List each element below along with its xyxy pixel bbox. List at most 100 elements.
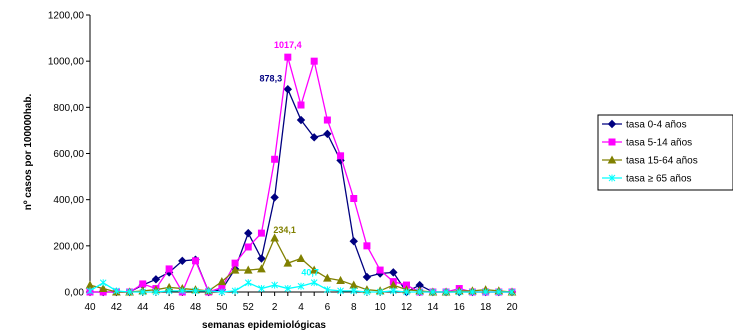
data-label: 234,1: [273, 225, 296, 235]
data-point: [350, 195, 358, 203]
data-label: 878,3: [260, 73, 283, 83]
data-point: [178, 287, 186, 295]
data-point: [310, 57, 318, 65]
legend-marker: [608, 138, 616, 146]
x-tick-label: 44: [137, 302, 149, 313]
y-tick-label: 800,00: [53, 103, 84, 114]
x-tick-label: 2: [272, 302, 278, 313]
data-point: [323, 273, 332, 282]
data-point: [309, 133, 319, 142]
data-point: [283, 85, 293, 94]
data-point: [231, 259, 239, 267]
data-point: [126, 288, 133, 296]
x-tick-label: 40: [84, 302, 96, 313]
x-tick-label: 52: [243, 302, 255, 313]
data-point: [309, 265, 319, 274]
data-point: [151, 275, 161, 284]
data-point: [230, 265, 240, 274]
y-axis: 0,00 200,00 400,00 600,00 800,00 1000,00 1200,…: [48, 11, 91, 299]
data-point: [192, 287, 199, 295]
data-point: [508, 288, 516, 296]
x-axis-title: semanas epidemiológicas: [202, 320, 326, 331]
data-point: [257, 264, 266, 273]
x-tick-label: 50: [216, 302, 228, 313]
x-tick-label: 12: [401, 302, 413, 313]
data-point: [350, 287, 358, 295]
y-tick-label: 1000,00: [48, 57, 85, 68]
data-point: [455, 288, 463, 296]
data-point: [243, 265, 253, 274]
data-point: [363, 288, 371, 296]
data-point: [258, 285, 265, 293]
data-point: [178, 256, 187, 266]
x-tick-label: 16: [454, 302, 466, 313]
data-point: [323, 129, 332, 139]
data-point: [257, 254, 266, 263]
data-point: [389, 287, 397, 295]
data-point: [297, 282, 305, 290]
data-point: [85, 280, 95, 289]
x-tick-label: 6: [325, 302, 331, 313]
legend-item: tasa ≥ 65 años: [602, 174, 692, 185]
legend-item: tasa 5-14 años: [602, 138, 692, 149]
data-point: [271, 281, 278, 289]
x-tick-label: 18: [480, 302, 492, 313]
data-point: [139, 288, 147, 296]
data-point: [98, 283, 108, 293]
data-point: [323, 116, 331, 124]
y-tick-label: 1200,00: [48, 11, 85, 22]
data-label: 1017,4: [274, 40, 302, 50]
y-tick-label: 0,00: [65, 288, 85, 299]
data-point: [218, 288, 226, 296]
data-point: [362, 272, 372, 282]
data-point: [469, 288, 476, 296]
data-point: [296, 253, 306, 263]
legend-item: tasa 0-4 años: [602, 120, 687, 131]
data-point: [363, 242, 371, 250]
legend-label: tasa 15-64 años: [626, 156, 698, 167]
data-point: [139, 280, 147, 288]
legend-item: tasa 15-64 años: [602, 155, 698, 167]
y-axis-title: nº casos por 100000hab.: [23, 94, 34, 211]
data-point: [337, 152, 345, 160]
data-point: [495, 288, 503, 296]
legend-marker: [608, 174, 616, 182]
data-point: [257, 229, 265, 237]
data-point: [99, 279, 107, 287]
data-point: [482, 288, 489, 296]
x-tick-label: 48: [190, 302, 202, 313]
y-tick-label: 600,00: [53, 149, 84, 160]
series-4: [86, 279, 516, 296]
x-tick-label: 4: [298, 302, 304, 313]
series-1: [85, 85, 517, 297]
data-annotations: 1017,4 878,3 234,1 40,7: [260, 40, 319, 277]
data-point: [349, 237, 358, 246]
x-axis: 40 42 44 46 48 50 52 2 4 6 8 10 12 14 16 18 20: [84, 291, 518, 313]
data-point: [284, 53, 292, 61]
data-point: [244, 228, 253, 238]
data-point: [284, 285, 292, 293]
data-point: [86, 287, 94, 295]
data-point: [244, 279, 252, 287]
x-tick-label: 46: [164, 302, 176, 313]
data-point: [113, 287, 120, 295]
x-tick-label: 42: [111, 302, 123, 313]
plot-series: [85, 53, 517, 297]
x-tick-label: 8: [351, 302, 357, 313]
data-point: [337, 287, 344, 295]
data-point: [152, 288, 160, 296]
legend-label: tasa 5-14 años: [626, 138, 692, 149]
x-tick-label: 14: [427, 302, 439, 313]
data-point: [283, 258, 293, 267]
data-point: [376, 288, 384, 296]
data-point: [442, 288, 450, 296]
x-tick-label: 20: [506, 302, 518, 313]
x-tick-label: 10: [375, 302, 387, 313]
data-point: [231, 287, 239, 295]
legend: tasa 0-4 años tasa 5-14 años tasa 15-64 añ…: [597, 114, 733, 191]
data-point: [205, 287, 213, 295]
y-tick-label: 200,00: [53, 241, 84, 252]
data-point: [403, 288, 410, 296]
data-point: [271, 155, 279, 163]
